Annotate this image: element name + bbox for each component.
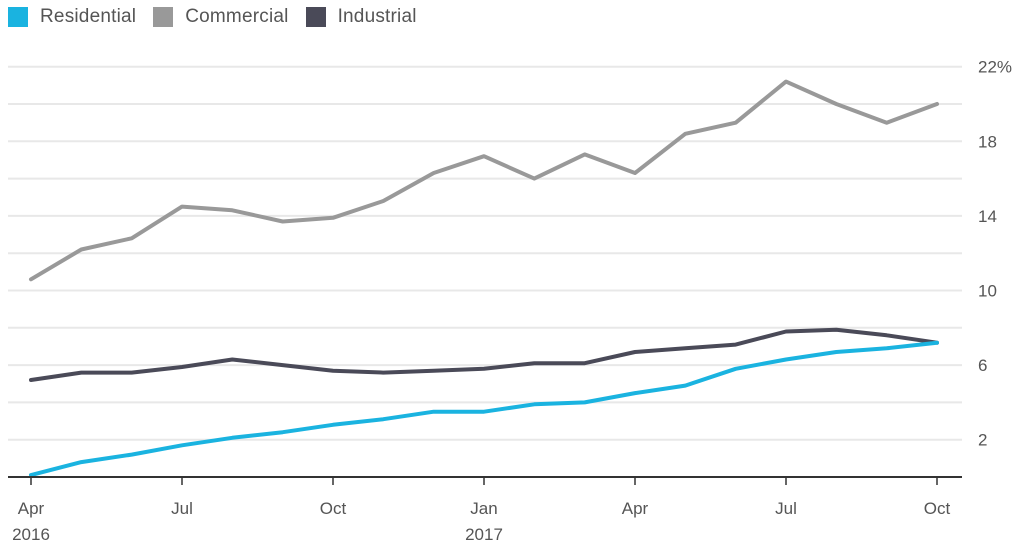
y-tick-label: 14 [978, 207, 997, 226]
x-tick-year-label: 2017 [465, 525, 503, 544]
x-tick-year-label: 2016 [12, 525, 50, 544]
x-tick-label: Oct [320, 499, 347, 518]
y-tick-label: 10 [978, 282, 997, 301]
y-tick-label: 18 [978, 132, 997, 151]
legend-item-industrial: Industrial [305, 6, 417, 28]
series-line-residential [29, 340, 939, 478]
x-tick-label: Jan [470, 499, 497, 518]
legend-label-industrial: Industrial [337, 6, 417, 27]
x-tick-label: Jul [775, 499, 797, 518]
gridlines [8, 65, 962, 441]
legend-label-commercial: Commercial [185, 6, 289, 27]
series-lines [29, 79, 939, 478]
legend-swatch-industrial [305, 7, 326, 27]
y-tick-label: 2 [978, 431, 987, 450]
legend-item-residential: Residential [8, 6, 136, 28]
legend-label-residential: Residential [40, 6, 137, 27]
x-tick-label: Apr [622, 499, 649, 518]
chart-legend: Residential Commercial Industrial [8, 6, 434, 28]
x-tick-label: Jul [171, 499, 193, 518]
legend-swatch-residential [8, 7, 28, 27]
x-tick-label: Oct [924, 499, 951, 518]
y-tick-label: 6 [978, 356, 987, 375]
legend-item-commercial: Commercial [153, 6, 288, 28]
x-axis: Apr 2016 Jul Oct Jan 2017 Apr Jul Oct [8, 476, 962, 544]
y-tick-label: 22% [978, 58, 1012, 77]
legend-swatch-commercial [153, 7, 174, 27]
y-axis: 2 6 10 14 18 22% [978, 58, 1012, 450]
series-line-commercial [29, 79, 939, 282]
series-line-industrial [29, 327, 939, 382]
x-tick-label: Apr [18, 499, 45, 518]
